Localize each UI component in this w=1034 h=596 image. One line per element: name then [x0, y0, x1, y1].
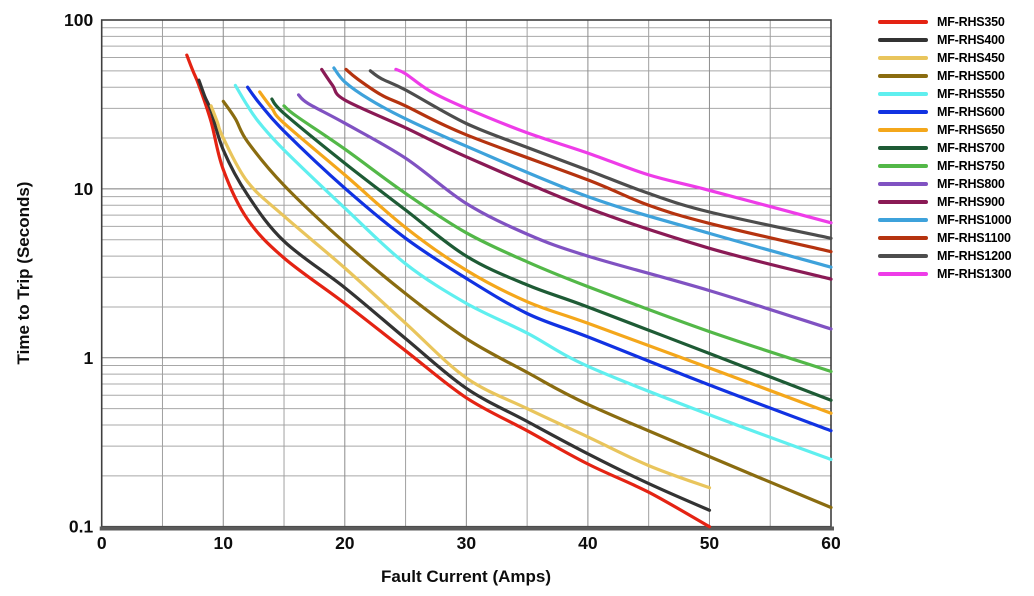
- legend-item-MF-RHS400: MF-RHS400: [878, 31, 1034, 49]
- legend-label: MF-RHS700: [937, 141, 1005, 155]
- legend: MF-RHS350 MF-RHS400 MF-RHS450 MF-RHS500 MF-R…: [878, 13, 1034, 283]
- legend-line-swatch: [878, 128, 928, 132]
- legend-label: MF-RHS1200: [937, 249, 1012, 263]
- curve-MF-RHS1000: [332, 66, 833, 269]
- x-tick-label: 0: [97, 533, 107, 553]
- legend-label: MF-RHS800: [937, 177, 1005, 191]
- x-tick-label: 40: [578, 533, 598, 553]
- curve-MF-RHS700: [270, 97, 833, 402]
- y-tick-label: 0.1: [69, 517, 94, 537]
- legend-item-MF-RHS1200: MF-RHS1200: [878, 247, 1034, 265]
- legend-label: MF-RHS750: [937, 159, 1005, 173]
- curve-MF-RHS450: [209, 104, 712, 490]
- legend-item-MF-RHS1100: MF-RHS1100: [878, 229, 1034, 247]
- x-tick-label: 60: [821, 533, 841, 553]
- legend-item-MF-RHS600: MF-RHS600: [878, 103, 1034, 121]
- curve-MF-RHS500: [221, 99, 833, 510]
- x-tick-label: 50: [700, 533, 720, 553]
- legend-item-MF-RHS650: MF-RHS650: [878, 121, 1034, 139]
- x-tick-label: 30: [457, 533, 477, 553]
- legend-item-MF-RHS1000: MF-RHS1000: [878, 211, 1034, 229]
- legend-label: MF-RHS1000: [937, 213, 1012, 227]
- legend-line-swatch: [878, 236, 928, 240]
- legend-label: MF-RHS450: [937, 51, 1005, 65]
- legend-line-swatch: [878, 164, 928, 168]
- legend-label: MF-RHS350: [937, 15, 1005, 29]
- curve-MF-RHS1300: [394, 67, 833, 225]
- y-tick-label: 10: [74, 179, 94, 199]
- x-tick-label: 20: [335, 533, 355, 553]
- x-tick-label: 10: [214, 533, 234, 553]
- curve-MF-RHS650: [258, 90, 833, 415]
- legend-item-MF-RHS1300: MF-RHS1300: [878, 265, 1034, 283]
- curve-MF-RHS550: [233, 83, 833, 462]
- legend-line-swatch: [878, 92, 928, 96]
- curve-MF-RHS1100: [344, 67, 833, 254]
- legend-item-MF-RHS350: MF-RHS350: [878, 13, 1034, 31]
- legend-line-swatch: [878, 254, 928, 258]
- legend-line-swatch: [878, 146, 928, 150]
- legend-label: MF-RHS650: [937, 123, 1005, 137]
- legend-item-MF-RHS800: MF-RHS800: [878, 175, 1034, 193]
- legend-label: MF-RHS400: [937, 33, 1005, 47]
- legend-label: MF-RHS600: [937, 105, 1005, 119]
- curve-MF-RHS600: [246, 85, 833, 433]
- legend-label: MF-RHS1100: [937, 231, 1011, 245]
- curve-MF-RHS800: [297, 93, 833, 331]
- legend-item-MF-RHS500: MF-RHS500: [878, 67, 1034, 85]
- curve-MF-RHS1200: [368, 69, 833, 240]
- legend-line-swatch: [878, 110, 928, 114]
- legend-item-MF-RHS550: MF-RHS550: [878, 85, 1034, 103]
- legend-line-swatch: [878, 200, 928, 204]
- legend-line-swatch: [878, 182, 928, 186]
- x-axis-title: Fault Current (Amps): [381, 567, 551, 586]
- legend-line-swatch: [878, 74, 928, 78]
- curve-MF-RHS400: [197, 78, 712, 512]
- y-axis-title: Time to Trip (Seconds): [14, 181, 33, 365]
- y-tick-label: 1: [83, 348, 93, 368]
- legend-item-MF-RHS900: MF-RHS900: [878, 193, 1034, 211]
- legend-item-MF-RHS700: MF-RHS700: [878, 139, 1034, 157]
- legend-item-MF-RHS750: MF-RHS750: [878, 157, 1034, 175]
- legend-label: MF-RHS500: [937, 69, 1005, 83]
- curve-MF-RHS750: [282, 104, 833, 374]
- legend-item-MF-RHS450: MF-RHS450: [878, 49, 1034, 67]
- legend-line-swatch: [878, 218, 928, 222]
- legend-line-swatch: [878, 272, 928, 276]
- legend-line-swatch: [878, 38, 928, 42]
- curve-MF-RHS350: [185, 53, 712, 529]
- legend-label: MF-RHS900: [937, 195, 1005, 209]
- legend-line-swatch: [878, 20, 928, 24]
- legend-label: MF-RHS1300: [937, 267, 1012, 281]
- legend-label: MF-RHS550: [937, 87, 1005, 101]
- legend-line-swatch: [878, 56, 928, 60]
- curve-MF-RHS900: [320, 67, 833, 281]
- y-tick-label: 100: [64, 10, 93, 30]
